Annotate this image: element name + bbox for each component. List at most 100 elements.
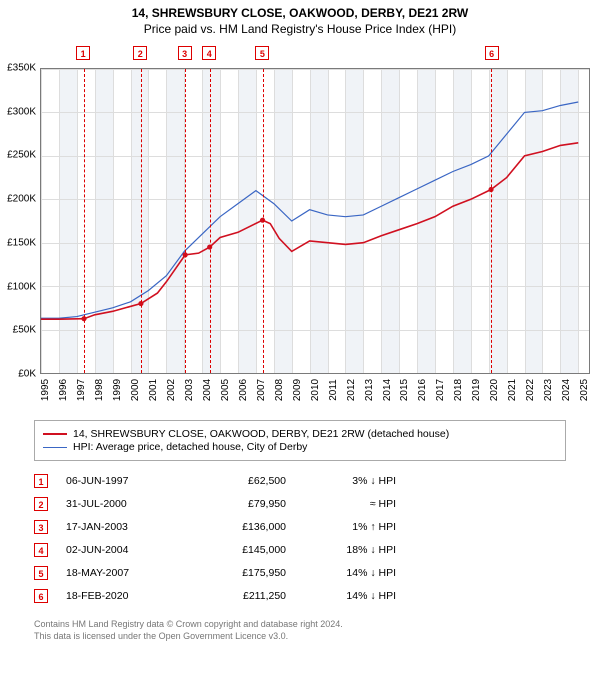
sales-diff: 14% ↓ HPI: [286, 590, 396, 602]
x-tick-label: 2004: [202, 379, 213, 401]
sales-row: 4 02-JUN-2004£145,00018% ↓ HPI: [34, 540, 566, 560]
sales-badge: 6: [34, 589, 48, 603]
x-tick-label: 2010: [310, 379, 321, 401]
x-tick-label: 2006: [238, 379, 249, 401]
x-tick-label: 2003: [184, 379, 195, 401]
y-tick-label: £100K: [7, 281, 36, 292]
event-badge: 6: [485, 46, 499, 60]
x-tick-label: 2016: [417, 379, 428, 401]
x-tick-label: 2009: [292, 379, 303, 401]
footer-line2: This data is licensed under the Open Gov…: [34, 630, 566, 642]
x-tick-label: 1997: [76, 379, 87, 401]
legend-swatch: [43, 447, 67, 448]
x-tick-label: 2017: [435, 379, 446, 401]
chart-svg: [41, 69, 589, 373]
x-tick-label: 1996: [58, 379, 69, 401]
sales-row: 5 18-MAY-2007£175,95014% ↓ HPI: [34, 563, 566, 583]
y-tick-label: £50K: [13, 325, 36, 336]
x-tick-label: 2022: [525, 379, 536, 401]
sales-price: £79,950: [186, 498, 286, 510]
event-line: [263, 69, 264, 373]
sales-row: 6 18-FEB-2020£211,25014% ↓ HPI: [34, 586, 566, 606]
x-tick-label: 2021: [507, 379, 518, 401]
event-badge: 1: [76, 46, 90, 60]
sales-badge: 4: [34, 543, 48, 557]
sales-price: £136,000: [186, 521, 286, 533]
event-badge: 4: [202, 46, 216, 60]
page: 14, SHREWSBURY CLOSE, OAKWOOD, DERBY, DE…: [0, 0, 600, 680]
y-tick-label: £250K: [7, 150, 36, 161]
legend-label: HPI: Average price, detached house, City…: [73, 441, 307, 453]
sales-badge: 1: [34, 474, 48, 488]
chart-area: £0K£50K£100K£150K£200K£250K£300K£350K 12…: [40, 44, 590, 374]
sales-row: 2 31-JUL-2000£79,950≈ HPI: [34, 494, 566, 514]
title-block: 14, SHREWSBURY CLOSE, OAKWOOD, DERBY, DE…: [0, 0, 600, 38]
y-tick-label: £350K: [7, 63, 36, 74]
title-subtitle: Price paid vs. HM Land Registry's House …: [0, 22, 600, 36]
sales-table: 106-JUN-1997£62,5003% ↓ HPI231-JUL-2000£…: [34, 471, 566, 606]
x-tick-label: 1998: [94, 379, 105, 401]
x-tick-label: 2018: [453, 379, 464, 401]
series-line: [41, 143, 578, 319]
x-tick-label: 2024: [561, 379, 572, 401]
event-line: [210, 69, 211, 373]
legend: 14, SHREWSBURY CLOSE, OAKWOOD, DERBY, DE…: [34, 420, 566, 461]
sales-date: 02-JUN-2004: [66, 544, 186, 556]
y-tick-label: £0K: [18, 369, 36, 380]
x-tick-label: 1995: [40, 379, 51, 401]
legend-swatch: [43, 433, 67, 435]
event-line: [84, 69, 85, 373]
sales-price: £62,500: [186, 475, 286, 487]
series-line: [41, 102, 578, 318]
y-tick-label: £200K: [7, 194, 36, 205]
x-tick-label: 2023: [543, 379, 554, 401]
footer: Contains HM Land Registry data © Crown c…: [34, 618, 566, 642]
x-tick-label: 2002: [166, 379, 177, 401]
sales-date: 17-JAN-2003: [66, 521, 186, 533]
sales-diff: 3% ↓ HPI: [286, 475, 396, 487]
sales-badge: 5: [34, 566, 48, 580]
legend-label: 14, SHREWSBURY CLOSE, OAKWOOD, DERBY, DE…: [73, 428, 449, 440]
event-badge: 5: [255, 46, 269, 60]
event-badge: 3: [178, 46, 192, 60]
y-tick-label: £300K: [7, 106, 36, 117]
title-address: 14, SHREWSBURY CLOSE, OAKWOOD, DERBY, DE…: [0, 6, 600, 20]
sales-diff: 18% ↓ HPI: [286, 544, 396, 556]
sales-date: 18-FEB-2020: [66, 590, 186, 602]
footer-line1: Contains HM Land Registry data © Crown c…: [34, 618, 566, 630]
sales-date: 06-JUN-1997: [66, 475, 186, 487]
event-badge: 2: [133, 46, 147, 60]
sales-price: £175,950: [186, 567, 286, 579]
sales-diff: ≈ HPI: [286, 498, 396, 510]
event-line: [491, 69, 492, 373]
x-tick-label: 2005: [220, 379, 231, 401]
sales-row: 1 06-JUN-1997£62,5003% ↓ HPI: [34, 471, 566, 491]
sales-diff: 1% ↑ HPI: [286, 521, 396, 533]
y-tick-label: £150K: [7, 237, 36, 248]
y-axis: £0K£50K£100K£150K£200K£250K£300K£350K: [0, 68, 38, 374]
x-tick-label: 2020: [489, 379, 500, 401]
plot: [40, 68, 590, 374]
x-tick-label: 2008: [274, 379, 285, 401]
x-tick-label: 2014: [382, 379, 393, 401]
x-tick-label: 2011: [328, 379, 339, 401]
event-line: [141, 69, 142, 373]
x-tick-label: 2000: [130, 379, 141, 401]
x-tick-label: 2013: [364, 379, 375, 401]
legend-row: HPI: Average price, detached house, City…: [43, 441, 557, 453]
sales-diff: 14% ↓ HPI: [286, 567, 396, 579]
x-axis: 1995 1996 1997 1998 1999 2000 2001 2002 2003 2004…: [40, 374, 590, 414]
sales-date: 18-MAY-2007: [66, 567, 186, 579]
x-tick-label: 2007: [256, 379, 267, 401]
legend-row: 14, SHREWSBURY CLOSE, OAKWOOD, DERBY, DE…: [43, 428, 557, 440]
x-tick-label: 1999: [112, 379, 123, 401]
x-tick-label: 2012: [346, 379, 357, 401]
sales-badge: 2: [34, 497, 48, 511]
sales-price: £211,250: [186, 590, 286, 602]
sales-date: 31-JUL-2000: [66, 498, 186, 510]
x-tick-label: 2001: [148, 379, 159, 401]
sales-row: 317-JAN-2003£136,0001% ↑ HPI: [34, 517, 566, 537]
sales-price: £145,000: [186, 544, 286, 556]
x-tick-label: 2015: [399, 379, 410, 401]
x-tick-label: 2019: [471, 379, 482, 401]
